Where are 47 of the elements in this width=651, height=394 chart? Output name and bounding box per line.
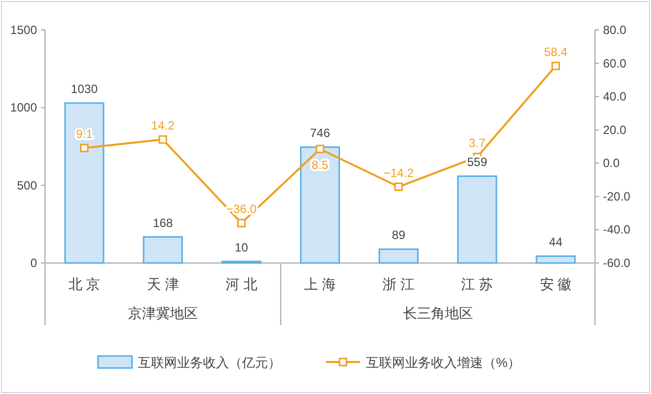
data-label: 746 xyxy=(310,126,330,140)
y2-tick-label: -60.0 xyxy=(603,256,631,270)
x-tick-label: 上 海 xyxy=(304,276,336,292)
data-label: 14.2 xyxy=(151,118,175,133)
point xyxy=(551,62,560,70)
data-label: 168 xyxy=(152,216,174,230)
legend-label: 互联网业务收入（亿元） xyxy=(138,355,281,370)
data-label: 9.1 xyxy=(76,127,93,141)
data-label: 89 xyxy=(392,228,406,242)
y2-tick-label: -20.0 xyxy=(603,189,631,204)
data-label: 58.4 xyxy=(544,44,568,59)
point xyxy=(394,182,403,192)
data-label: 1030 xyxy=(70,82,98,96)
y-tick-label: 0 xyxy=(30,256,38,270)
y2-tick-label: 40.0 xyxy=(603,90,627,104)
point xyxy=(80,144,89,152)
bar xyxy=(536,255,576,264)
text: 长三角地区 xyxy=(402,305,473,321)
y2-tick-label: 60.0 xyxy=(603,56,627,70)
data-label: 3.7 xyxy=(468,136,486,150)
data-label: −14.2 xyxy=(383,166,414,180)
x-tick-label: 安 徽 xyxy=(540,276,572,292)
y-tick-label: 1500 xyxy=(10,23,38,37)
y2-tick-label: 20.0 xyxy=(603,122,627,137)
point xyxy=(158,135,168,144)
bar xyxy=(300,146,340,264)
data-label: 44 xyxy=(549,235,563,250)
x-tick-label: 北 京 xyxy=(68,276,100,292)
data-label: 10 xyxy=(234,240,248,254)
x-tick-label: 天 津 xyxy=(146,276,179,292)
y2-tick-label: -40.0 xyxy=(603,222,631,237)
bar xyxy=(142,236,183,264)
data-label: 8.5 xyxy=(312,158,329,172)
x-tick-label: 浙 江 xyxy=(382,276,415,292)
bar xyxy=(64,102,104,264)
y2-tick-label: 0.0 xyxy=(603,156,620,170)
x-tick-label: 江 苏 xyxy=(461,276,494,292)
x-tick-label: 河 北 xyxy=(225,276,258,292)
legend-label: 互联网业务收入增速（%） xyxy=(366,355,521,370)
bar xyxy=(457,175,498,264)
y2-tick-label: 80.0 xyxy=(603,23,627,37)
text: 京津冀地区 xyxy=(128,305,198,321)
bar xyxy=(378,248,419,264)
y-tick-label: 500 xyxy=(16,178,38,192)
point xyxy=(316,144,324,154)
y-tick-label: 1000 xyxy=(10,100,38,115)
point xyxy=(237,218,246,228)
